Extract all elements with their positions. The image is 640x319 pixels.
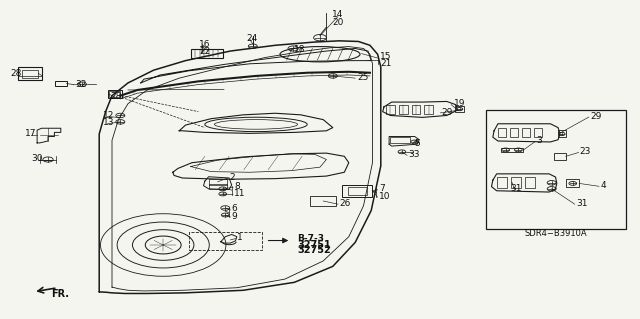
Text: 30: 30 bbox=[31, 154, 43, 163]
Bar bbox=[390, 137, 410, 143]
Bar bbox=[566, 179, 579, 188]
Bar bbox=[209, 184, 227, 189]
Text: 21: 21 bbox=[380, 59, 392, 68]
Text: 19: 19 bbox=[454, 100, 466, 108]
Text: 5: 5 bbox=[415, 139, 420, 148]
Text: 32752: 32752 bbox=[297, 245, 331, 256]
Text: 23: 23 bbox=[580, 147, 591, 156]
Text: 1: 1 bbox=[237, 233, 243, 242]
Bar bbox=[189, 232, 262, 250]
Bar bbox=[498, 128, 506, 137]
Bar bbox=[342, 185, 372, 197]
Bar bbox=[191, 49, 223, 58]
Text: 31: 31 bbox=[576, 199, 588, 208]
Text: 16: 16 bbox=[199, 40, 211, 48]
Bar bbox=[108, 90, 122, 98]
Bar bbox=[486, 110, 626, 229]
Bar bbox=[510, 128, 518, 137]
Text: B-7-3: B-7-3 bbox=[297, 234, 324, 243]
Bar bbox=[501, 147, 524, 152]
Text: 15: 15 bbox=[380, 52, 392, 61]
Text: 11: 11 bbox=[234, 189, 246, 198]
Text: SDR4−B3910A: SDR4−B3910A bbox=[524, 229, 587, 238]
Bar bbox=[511, 177, 521, 188]
Text: 12: 12 bbox=[103, 111, 115, 120]
Bar bbox=[399, 105, 408, 114]
Bar bbox=[310, 196, 336, 206]
Text: 32751: 32751 bbox=[297, 240, 331, 250]
Text: 28: 28 bbox=[111, 92, 122, 101]
Text: 22: 22 bbox=[199, 47, 211, 56]
Text: 24: 24 bbox=[246, 34, 257, 43]
Bar bbox=[386, 105, 395, 114]
Text: 10: 10 bbox=[379, 192, 390, 201]
Bar bbox=[109, 91, 120, 97]
Text: 7: 7 bbox=[379, 184, 385, 193]
Bar bbox=[455, 106, 464, 112]
Text: 14: 14 bbox=[332, 10, 344, 19]
Text: FR.: FR. bbox=[51, 289, 69, 299]
Text: 4: 4 bbox=[600, 181, 606, 190]
Text: 29: 29 bbox=[590, 112, 602, 121]
Text: 8: 8 bbox=[234, 182, 240, 191]
Text: 31: 31 bbox=[510, 184, 522, 193]
Bar bbox=[558, 130, 566, 137]
Bar bbox=[18, 67, 42, 80]
Text: 17: 17 bbox=[25, 130, 36, 138]
Bar bbox=[22, 70, 38, 78]
Bar bbox=[522, 128, 531, 137]
Text: 25: 25 bbox=[357, 73, 369, 82]
Bar bbox=[534, 128, 543, 137]
Bar bbox=[424, 105, 433, 114]
Text: 26: 26 bbox=[339, 199, 351, 208]
Bar bbox=[209, 179, 227, 185]
Bar bbox=[348, 187, 367, 195]
Text: 32: 32 bbox=[76, 80, 87, 89]
Text: 6: 6 bbox=[232, 204, 237, 213]
Text: 13: 13 bbox=[103, 118, 115, 127]
Text: 33: 33 bbox=[408, 150, 420, 159]
Text: 3: 3 bbox=[536, 137, 542, 145]
Text: 18: 18 bbox=[294, 45, 306, 54]
Bar bbox=[525, 177, 535, 188]
Text: 9: 9 bbox=[232, 212, 237, 221]
Bar bbox=[554, 153, 566, 160]
Text: 28: 28 bbox=[10, 69, 22, 78]
Bar bbox=[55, 81, 67, 86]
Bar bbox=[497, 177, 507, 188]
Text: 29: 29 bbox=[442, 108, 453, 117]
Text: 2: 2 bbox=[229, 173, 235, 182]
Bar bbox=[412, 105, 420, 114]
Text: 20: 20 bbox=[332, 19, 344, 27]
